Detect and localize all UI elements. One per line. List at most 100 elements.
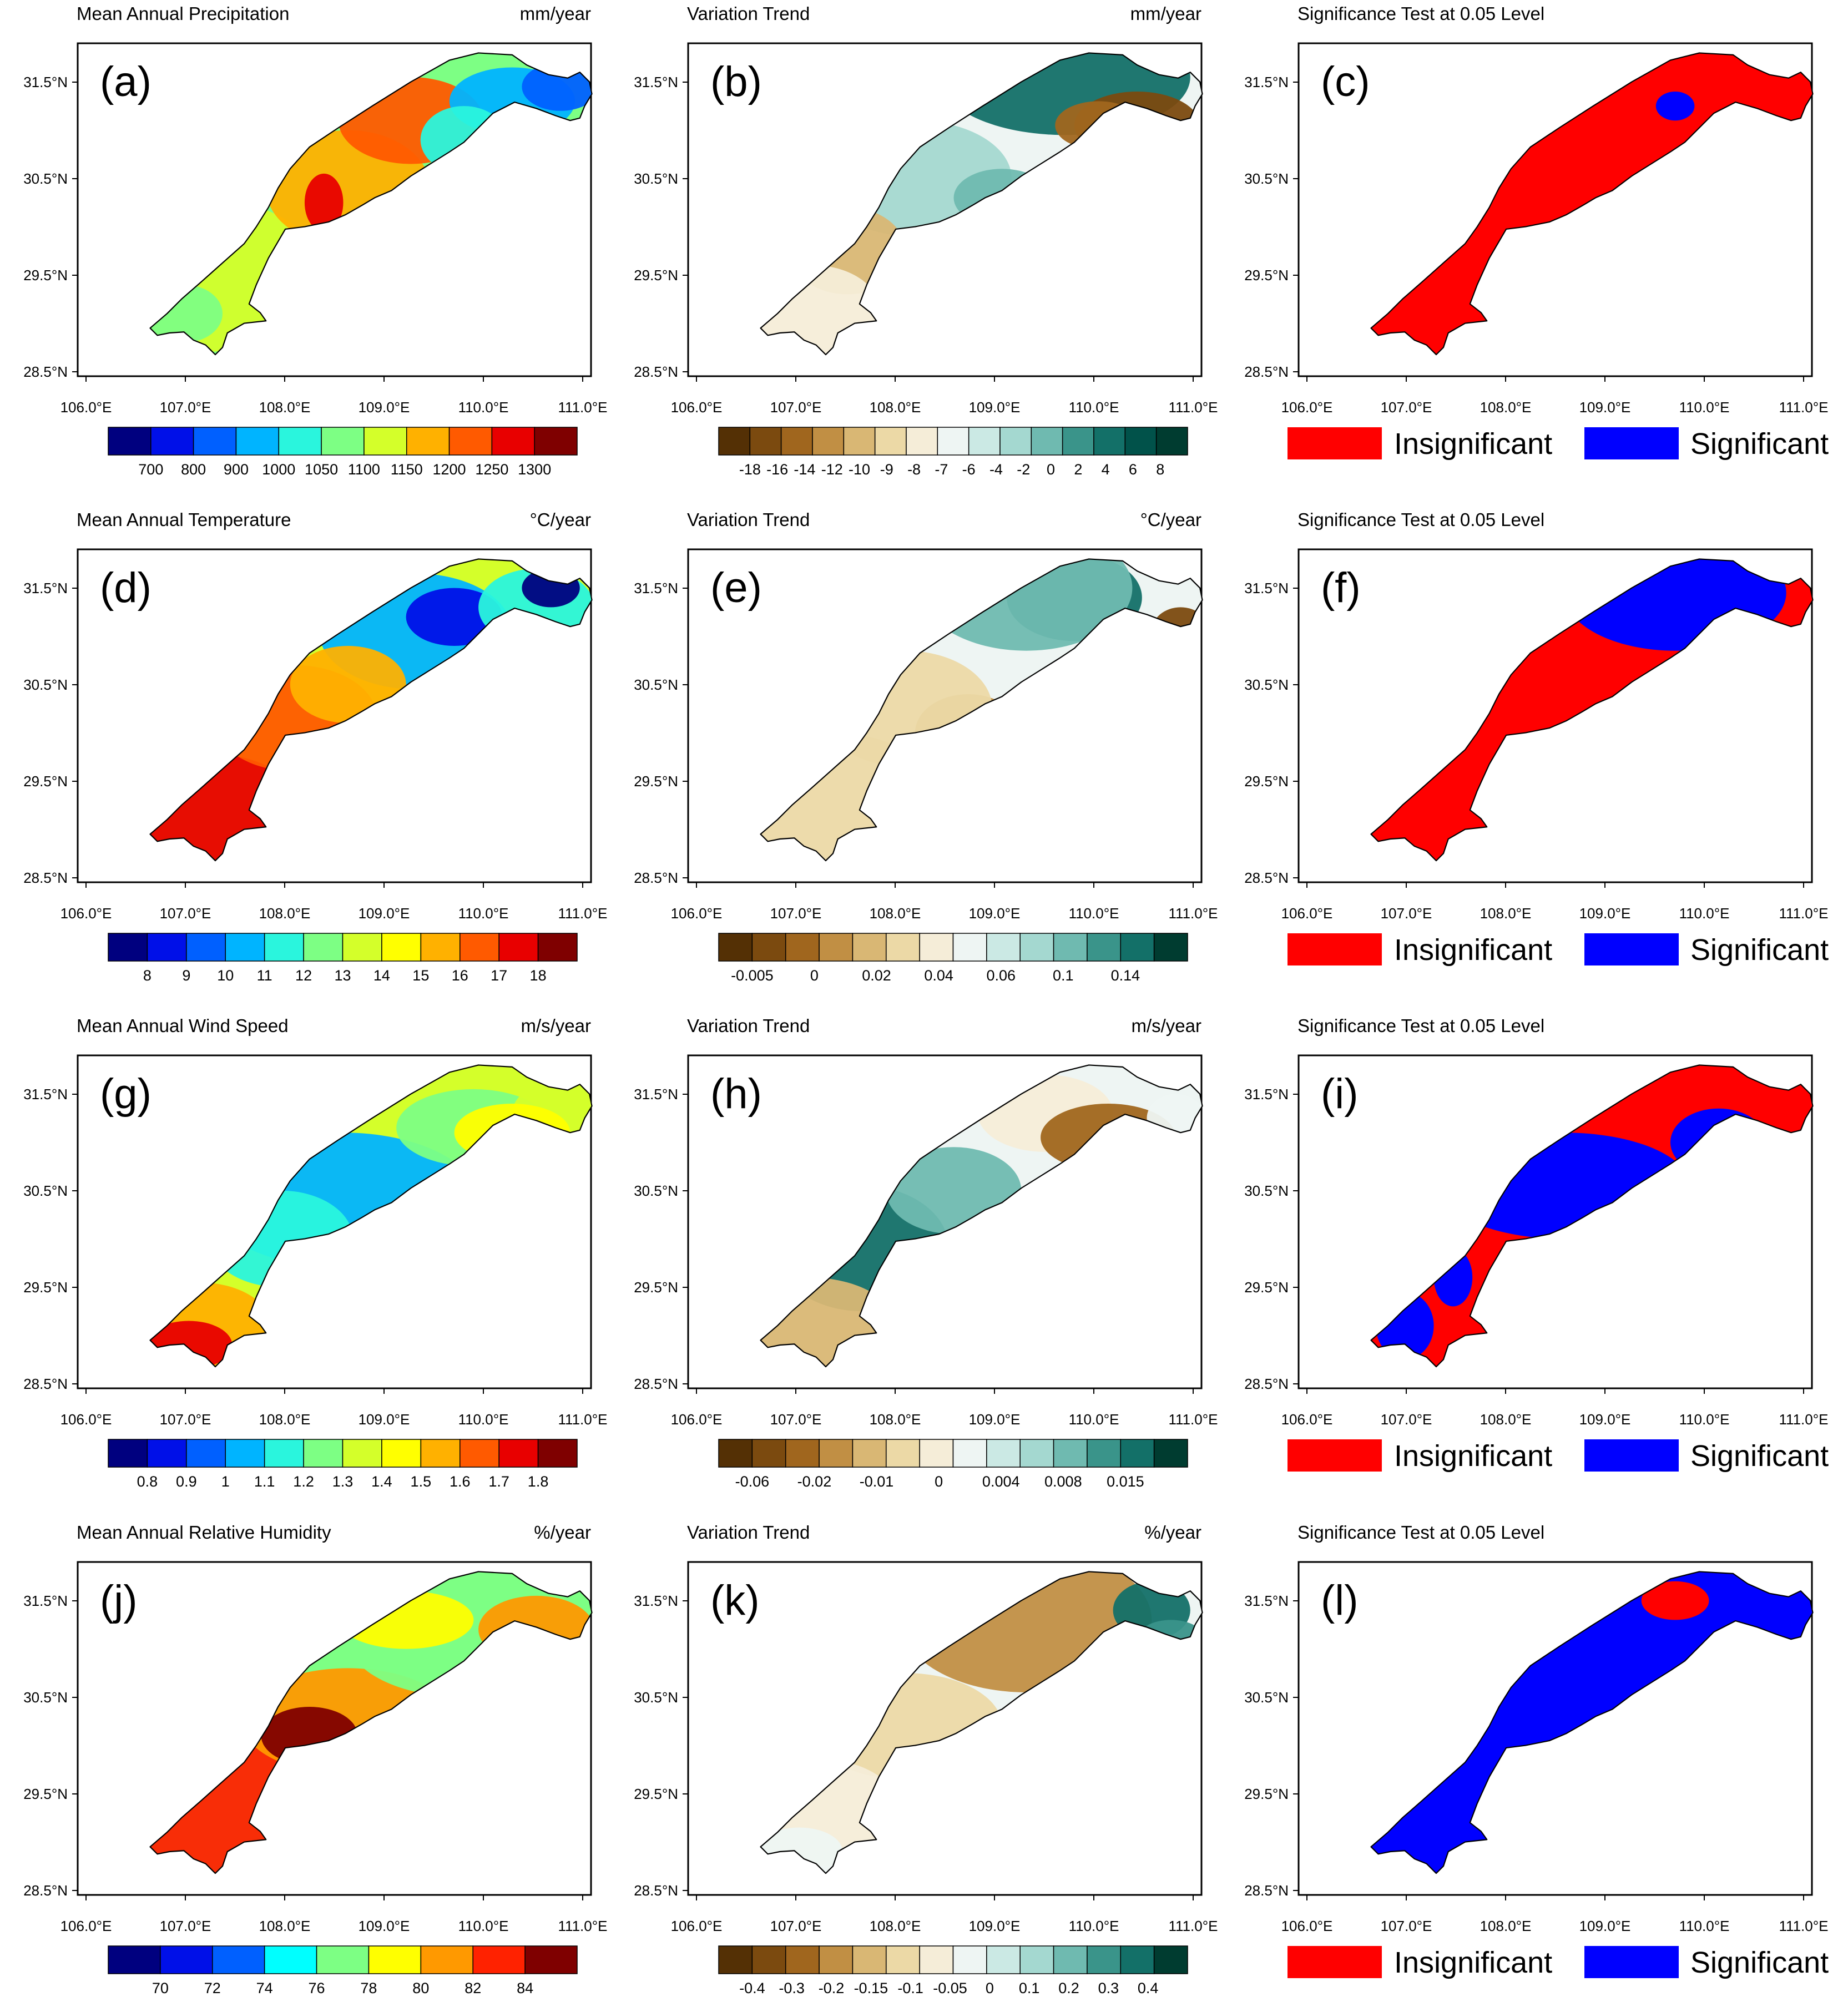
lon-tick-label: 110.0°E xyxy=(1069,399,1119,416)
lat-tick-label: 30.5°N xyxy=(23,1182,68,1199)
legend-insignificant-swatch xyxy=(1287,933,1382,965)
lon-tick-label: 108.0°E xyxy=(259,1918,311,1934)
colorbar-cell xyxy=(919,933,954,962)
colorbar-cell xyxy=(1019,1439,1054,1468)
colorbar-tick-label: -0.15 xyxy=(854,1980,888,1996)
colorbar-tick-label: 1150 xyxy=(391,461,423,478)
colorbar-cell xyxy=(150,427,194,456)
lat-tick-label: 28.5°N xyxy=(23,1882,68,1899)
colorbar-cell xyxy=(749,427,782,456)
colorbar-cell xyxy=(843,427,876,456)
lon-tick-label: 107.0°E xyxy=(770,1918,822,1934)
colorbar-cell xyxy=(537,1439,578,1468)
colorbar-cell xyxy=(952,933,987,962)
colorbar-tick-label: 0.1 xyxy=(1053,967,1074,984)
colorbar-tick-label: -0.005 xyxy=(731,967,774,984)
lon-tick-label: 107.0°E xyxy=(770,399,822,416)
colorbar-cell xyxy=(225,933,265,962)
lat-tick-label: 30.5°N xyxy=(634,170,678,187)
colorbar-tick-label: 0.1 xyxy=(1019,1980,1040,1996)
sig-patch xyxy=(1655,92,1695,121)
map-frame xyxy=(687,1561,1203,1896)
lon-tick-label: 109.0°E xyxy=(1579,1411,1631,1428)
colorbar-cell xyxy=(952,1945,987,1974)
lon-tick-label: 106.0°E xyxy=(1281,399,1333,416)
colorbar-cell xyxy=(1062,427,1094,456)
colorbar-cell xyxy=(235,427,280,456)
lon-tick-label: 106.0°E xyxy=(1281,1411,1333,1428)
colorbar-tick-label: 0 xyxy=(1047,461,1055,478)
lon-tick-label: 111.0°E xyxy=(558,399,608,416)
lat-tick-label: 31.5°N xyxy=(634,74,678,90)
lat-tick-label: 28.5°N xyxy=(1244,1882,1289,1899)
map-frame xyxy=(1297,1054,1813,1389)
colorbar-tick-label: 1250 xyxy=(475,461,508,478)
panel-significance-1: Significance Test at 0.05 Level (f) 106.0°… xyxy=(1244,509,1829,967)
colorbar-cell xyxy=(498,933,539,962)
colorbar-cell xyxy=(303,1439,344,1468)
colorbar-tick-label: 78 xyxy=(360,1980,377,1996)
colorbar-cell xyxy=(852,933,887,962)
colorbar-tick-label: 8 xyxy=(143,967,152,984)
colorbar-tick-label: -0.1 xyxy=(897,1980,923,1996)
colorbar-cell xyxy=(906,427,938,456)
colorbar-cell xyxy=(999,427,1032,456)
lat-tick-label: 29.5°N xyxy=(23,267,68,284)
colorbar-tick-label: 8 xyxy=(1156,461,1164,478)
map-frame xyxy=(77,548,592,883)
legend-insignificant-label: Insignificant xyxy=(1394,1946,1552,1979)
colorbar-cell xyxy=(886,1945,920,1974)
lat-tick-label: 28.5°N xyxy=(23,869,68,886)
colorbar-cell xyxy=(108,427,152,456)
colorbar-tick-label: 1.3 xyxy=(332,1473,354,1490)
lat-tick-label: 31.5°N xyxy=(23,1593,68,1609)
colorbar-tick-label: 1.6 xyxy=(450,1473,471,1490)
colorbar-cell xyxy=(363,427,407,456)
lat-tick-label: 29.5°N xyxy=(1244,1786,1289,1802)
lon-tick-label: 107.0°E xyxy=(160,399,211,416)
lon-tick-label: 108.0°E xyxy=(259,905,311,922)
colorbar-tick-label: -0.02 xyxy=(797,1473,832,1490)
colorbar-cell xyxy=(147,1439,187,1468)
colorbar-cell xyxy=(819,1945,854,1974)
sig-patch xyxy=(1564,559,1786,651)
colorbar-cell xyxy=(718,933,753,962)
colorbar-cell xyxy=(534,427,578,456)
colorbar-tick-label: 1.1 xyxy=(254,1473,275,1490)
colorbar-cell xyxy=(874,427,907,456)
colorbar-cell xyxy=(785,933,820,962)
colorbar-tick-label: 74 xyxy=(256,1980,273,1996)
colorbar-cell xyxy=(1087,1945,1122,1974)
unit-label: m/s/year xyxy=(1131,1015,1201,1036)
colorbar-cell xyxy=(852,1439,887,1468)
colorbar: -0.4 -0.3 -0.2 -0.15 -0.1 -0.05 0 0.1 0.2 0.3 0.4 xyxy=(718,1945,1188,1996)
lon-tick-label: 107.0°E xyxy=(1381,905,1432,922)
lon-tick-label: 109.0°E xyxy=(359,399,410,416)
colorbar-tick-label: 16 xyxy=(452,967,468,984)
lon-tick-label: 108.0°E xyxy=(1480,905,1532,922)
colorbar-tick-label: 0.8 xyxy=(137,1473,158,1490)
colorbar-tick-label: 0 xyxy=(810,967,819,984)
colorbar-cell xyxy=(968,427,1001,456)
colorbar-cell xyxy=(368,1945,422,1974)
map-frame xyxy=(77,1054,592,1389)
colorbar-cell xyxy=(1120,1439,1155,1468)
lon-tick-label: 107.0°E xyxy=(160,1918,211,1934)
row-2: Mean Annual Wind Speed m/s/year (g) 106.0°E… xyxy=(23,1015,1829,1490)
field-patch xyxy=(150,1736,349,1874)
colorbar-cell xyxy=(1053,1945,1088,1974)
lon-tick-label: 107.0°E xyxy=(160,1411,211,1428)
legend-significant-swatch xyxy=(1584,1439,1679,1472)
lon-tick-label: 109.0°E xyxy=(1579,1918,1631,1934)
field-patch xyxy=(338,1591,474,1649)
lon-tick-label: 110.0°E xyxy=(1679,399,1730,416)
colorbar-tick-label: 9 xyxy=(182,967,190,984)
lat-tick-label: 31.5°N xyxy=(634,1086,678,1103)
lon-tick-label: 110.0°E xyxy=(1069,1411,1119,1428)
lon-tick-label: 110.0°E xyxy=(1069,1918,1119,1934)
colorbar-tick-label: 1200 xyxy=(433,461,466,478)
panel-label: (l) xyxy=(1321,1577,1359,1624)
panel-title: Variation Trend xyxy=(687,509,810,530)
colorbar: 700 800 900 1000 1050 1100 1150 1200 1250 1300 xyxy=(108,427,578,478)
panel-significance-2: Significance Test at 0.05 Level (i) 106.0°… xyxy=(1244,1015,1829,1473)
